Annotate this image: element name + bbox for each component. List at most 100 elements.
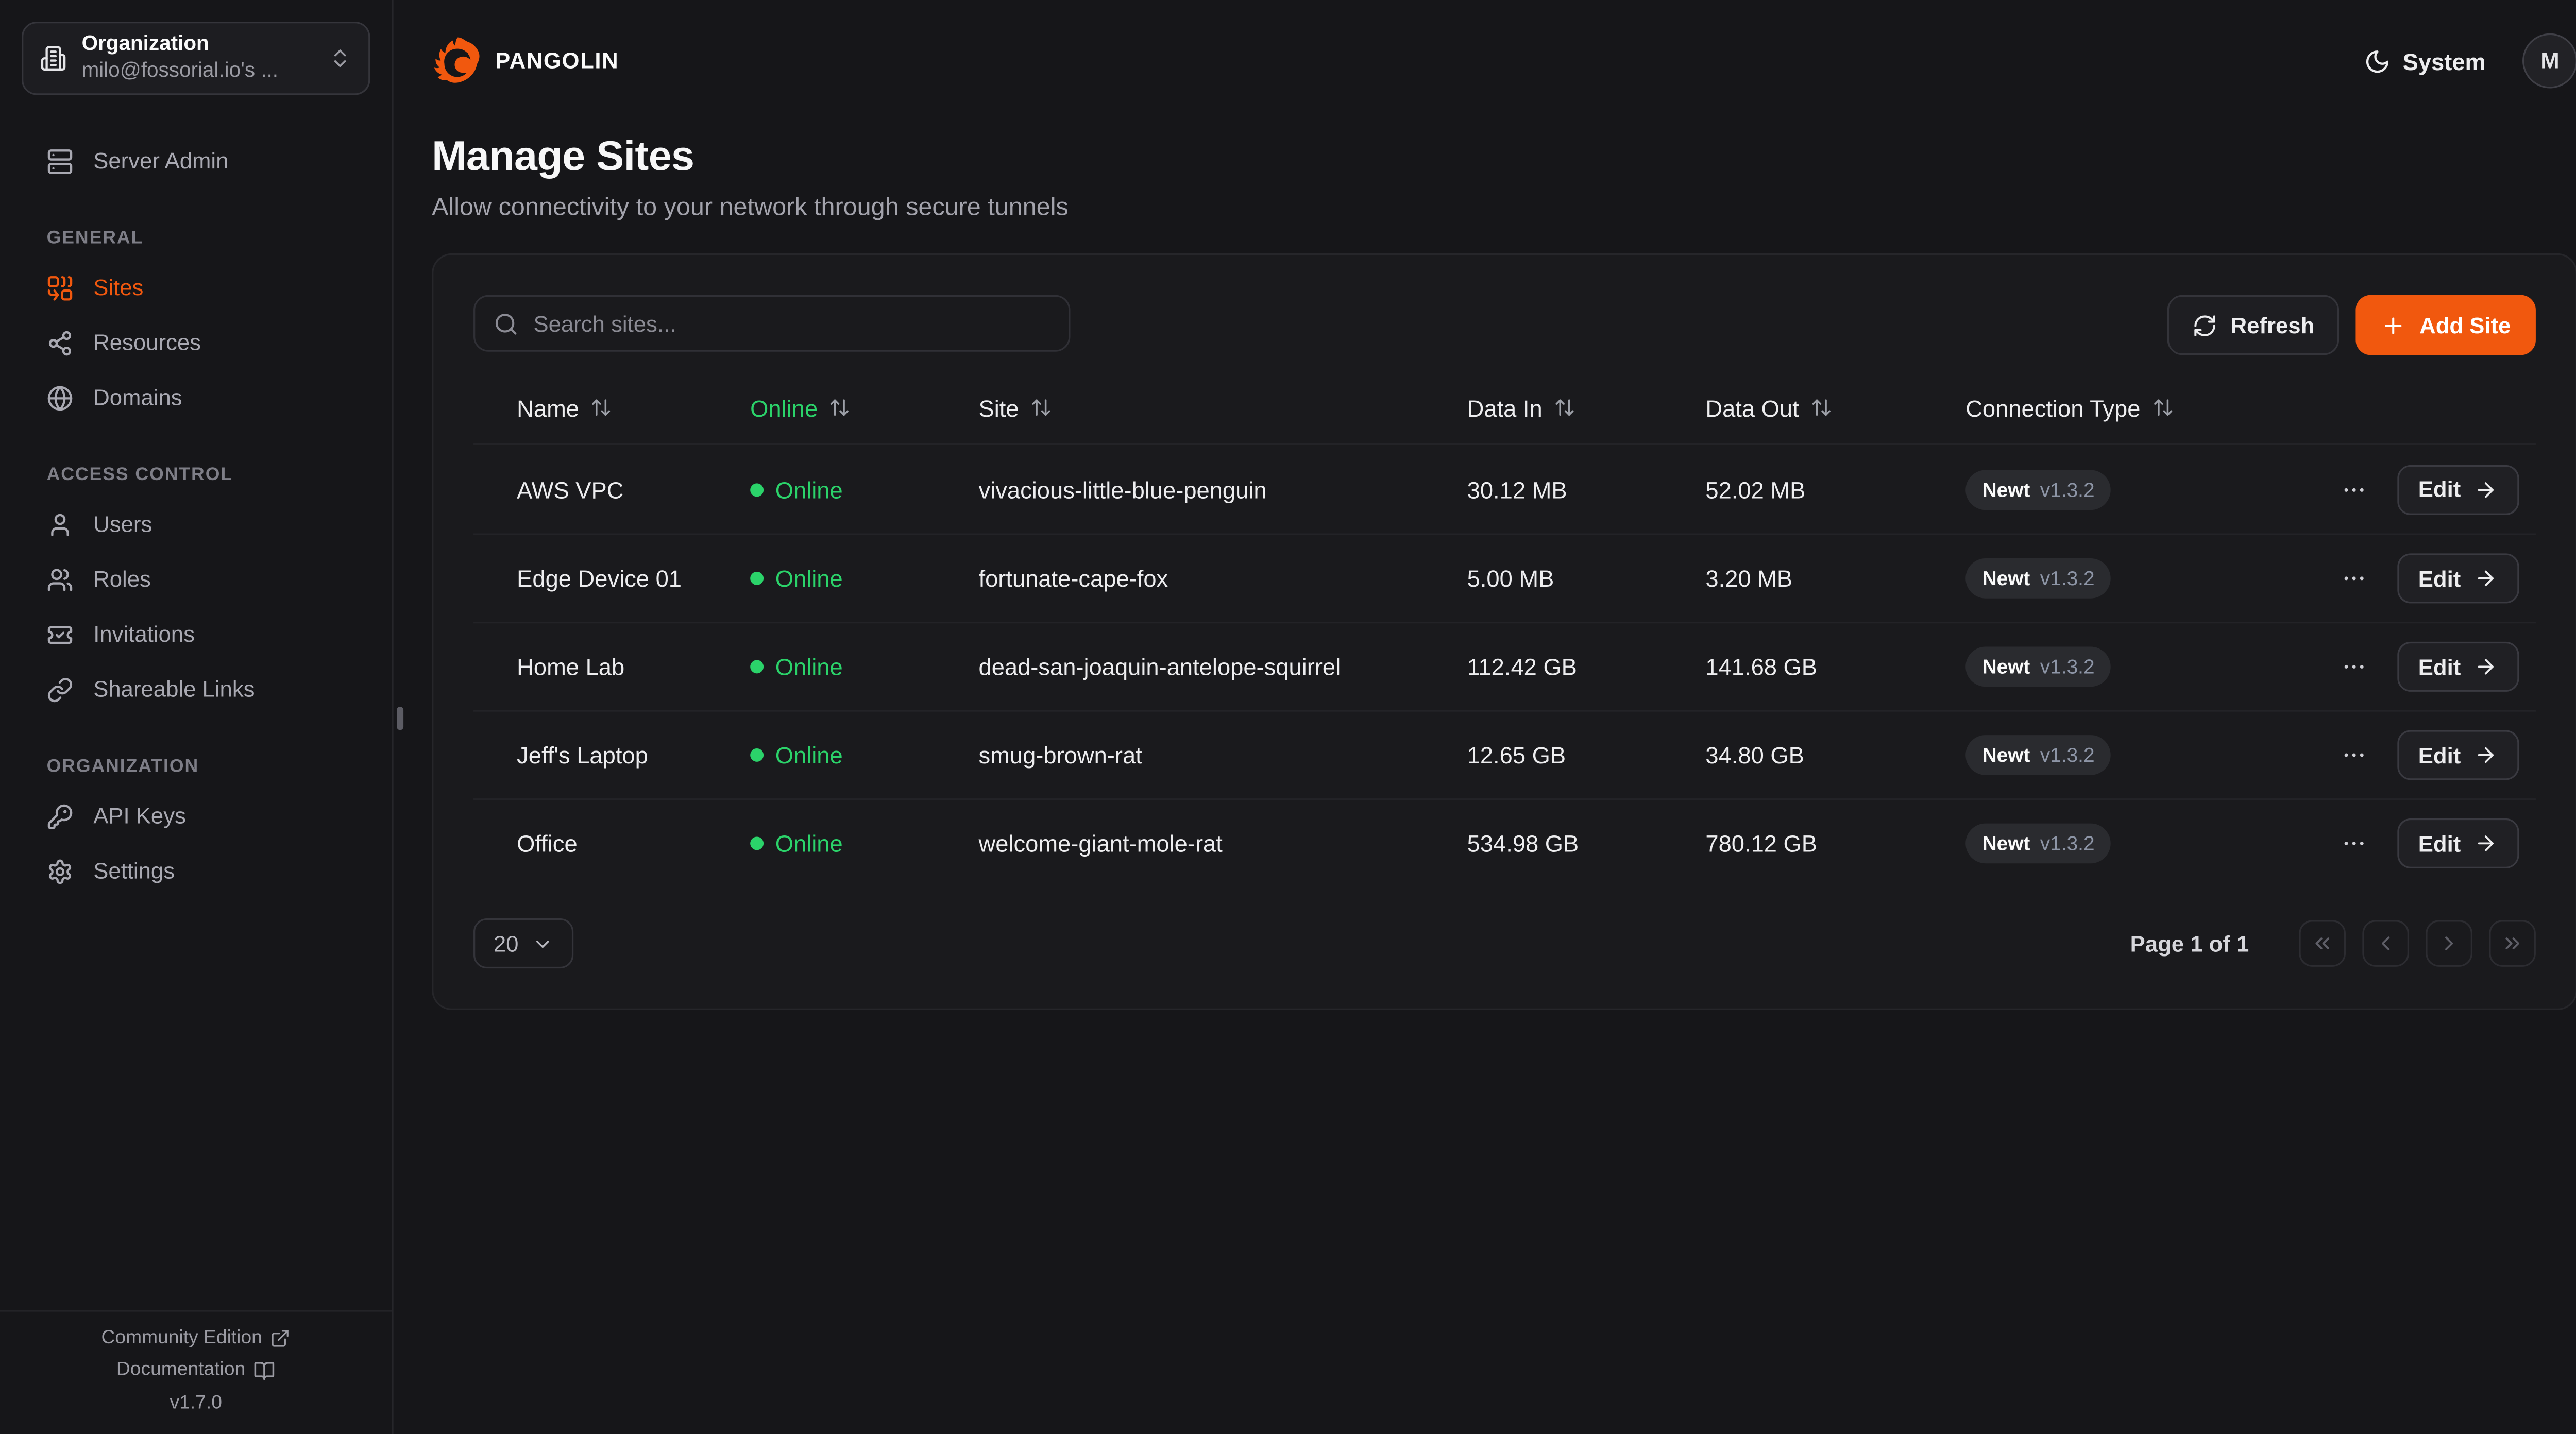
row-actions-cell: Edit — [2269, 464, 2519, 515]
site-id-cell: smug-brown-rat — [978, 742, 1142, 769]
connection-badge: Newt v1.3.2 — [1965, 558, 2111, 599]
next-page-button[interactable] — [2426, 920, 2472, 967]
edit-button[interactable]: Edit — [2396, 818, 2519, 868]
page-size-select[interactable]: 20 — [473, 918, 574, 969]
data-out-cell: 141.68 GB — [1705, 653, 1818, 680]
sidebar-item-api-keys[interactable]: API Keys — [22, 789, 370, 844]
connection-type-cell: Newt v1.3.2 — [1965, 558, 2269, 599]
arrow-right-icon — [2474, 477, 2497, 501]
column-header-site[interactable]: Site — [979, 394, 1467, 421]
table-row: Jeff's Laptop Online smug-brown-rat 12.65 G… — [473, 710, 2536, 799]
external-link-icon — [270, 1327, 291, 1347]
user-icon — [47, 511, 74, 538]
arrow-right-icon — [2474, 832, 2497, 855]
prev-page-button[interactable] — [2362, 920, 2409, 967]
first-page-button[interactable] — [2299, 920, 2346, 967]
pagination: Page 1 of 1 — [2130, 920, 2536, 967]
add-site-button[interactable]: Add Site — [2356, 295, 2536, 355]
column-header-data-out[interactable]: Data Out — [1705, 394, 1965, 421]
sort-icon — [1554, 397, 1575, 418]
data-out-cell: 52.02 MB — [1705, 475, 1806, 503]
row-menu-button[interactable] — [2340, 565, 2367, 592]
sidebar-item-label: Roles — [93, 567, 151, 592]
sidebar-item-label: Users — [93, 511, 152, 537]
sidebar-item-settings[interactable]: Settings — [22, 843, 370, 898]
sort-icon — [1810, 397, 1832, 418]
building-icon — [40, 45, 67, 72]
sidebar-item-label: Server Admin — [93, 148, 229, 174]
org-switcher-label: Organization — [81, 32, 209, 56]
gear-icon — [47, 858, 74, 884]
site-status-cell: Online — [750, 476, 978, 503]
theme-toggle-button[interactable]: System — [2364, 47, 2486, 74]
community-edition-link[interactable]: Community Edition — [0, 1327, 392, 1347]
table-body: AWS VPC Online vivacious-little-blue-pengu… — [473, 445, 2536, 887]
row-menu-button[interactable] — [2340, 654, 2367, 680]
sidebar-item-label: Domains — [93, 385, 182, 411]
sidebar-item-server-admin[interactable]: Server Admin — [22, 133, 370, 189]
sidebar-item-invitations[interactable]: Invitations — [22, 607, 370, 662]
plus-icon — [2381, 313, 2406, 338]
sidebar-item-shareable-links[interactable]: Shareable Links — [22, 662, 370, 717]
row-actions-cell: Edit — [2269, 730, 2519, 780]
data-out-cell: 780.12 GB — [1705, 830, 1818, 857]
connection-version: v1.3.2 — [2040, 743, 2095, 767]
column-header-connection-type[interactable]: Connection Type — [1965, 394, 2519, 421]
last-page-button[interactable] — [2489, 920, 2536, 967]
globe-icon — [47, 384, 74, 411]
sidebar-item-users[interactable]: Users — [22, 497, 370, 552]
connection-badge: Newt v1.3.2 — [1965, 735, 2111, 775]
sidebar-item-sites[interactable]: Sites — [22, 260, 370, 315]
pagination-status: Page 1 of 1 — [2130, 931, 2249, 956]
section-label-access-control: ACCESS CONTROL — [46, 465, 233, 485]
row-menu-button[interactable] — [2340, 742, 2367, 769]
site-name-cell: AWS VPC — [517, 475, 624, 503]
share-icon — [47, 329, 74, 356]
sidebar-resize-handle[interactable] — [397, 707, 403, 730]
org-switcher[interactable]: Organization milo@fossorial.io's ... — [22, 22, 370, 95]
user-avatar[interactable]: M — [2522, 33, 2576, 89]
table-footer: 20 Page 1 of 1 — [473, 918, 2536, 969]
edit-button[interactable]: Edit — [2396, 730, 2519, 780]
edit-button[interactable]: Edit — [2396, 553, 2519, 604]
search-input[interactable] — [533, 311, 1050, 336]
site-name-cell: Edge Device 01 — [517, 565, 682, 592]
row-menu-button[interactable] — [2340, 830, 2367, 857]
key-icon — [47, 803, 74, 829]
chevrons-right-icon — [2501, 932, 2524, 955]
sidebar-footer: Community Edition Documentation v1.7.0 — [0, 1309, 392, 1434]
sort-icon — [829, 397, 851, 418]
arrow-right-icon — [2474, 567, 2497, 590]
data-in-cell: 5.00 MB — [1467, 565, 1554, 592]
sidebar-item-domains[interactable]: Domains — [22, 370, 370, 425]
theme-toggle-label: System — [2402, 47, 2486, 75]
site-status-cell: Online — [750, 565, 978, 592]
data-in-cell: 30.12 MB — [1467, 475, 1567, 503]
site-id-cell: welcome-giant-mole-rat — [978, 830, 1223, 857]
documentation-link[interactable]: Documentation — [0, 1359, 392, 1381]
sidebar-nav: Server Admin GENERAL Sites Resources Dom… — [0, 117, 392, 899]
table-row: AWS VPC Online vivacious-little-blue-pengu… — [473, 445, 2536, 534]
data-in-cell: 12.65 GB — [1467, 742, 1566, 769]
column-header-name[interactable]: Name — [517, 394, 750, 421]
sidebar-item-roles[interactable]: Roles — [22, 552, 370, 607]
sidebar-item-label: Sites — [93, 275, 144, 300]
column-header-data-in[interactable]: Data In — [1467, 394, 1706, 421]
refresh-button[interactable]: Refresh — [2167, 295, 2340, 355]
site-status-cell: Online — [750, 742, 978, 769]
sidebar-item-label: API Keys — [93, 803, 186, 829]
table-row: Home Lab Online dead-san-joaquin-antelope-… — [473, 622, 2536, 710]
column-header-online[interactable]: Online — [750, 394, 978, 421]
site-id-cell: dead-san-joaquin-antelope-squirrel — [978, 653, 1341, 680]
data-out-cell: 34.80 GB — [1705, 742, 1804, 769]
sidebar-item-resources[interactable]: Resources — [22, 315, 370, 370]
row-menu-button[interactable] — [2340, 476, 2367, 503]
chevron-down-icon — [532, 933, 553, 954]
edit-button[interactable]: Edit — [2396, 464, 2519, 515]
sidebar-item-label: Shareable Links — [93, 676, 255, 702]
sidebar-item-label: Invitations — [93, 622, 195, 647]
edit-button[interactable]: Edit — [2396, 641, 2519, 692]
site-status-cell: Online — [750, 830, 978, 857]
